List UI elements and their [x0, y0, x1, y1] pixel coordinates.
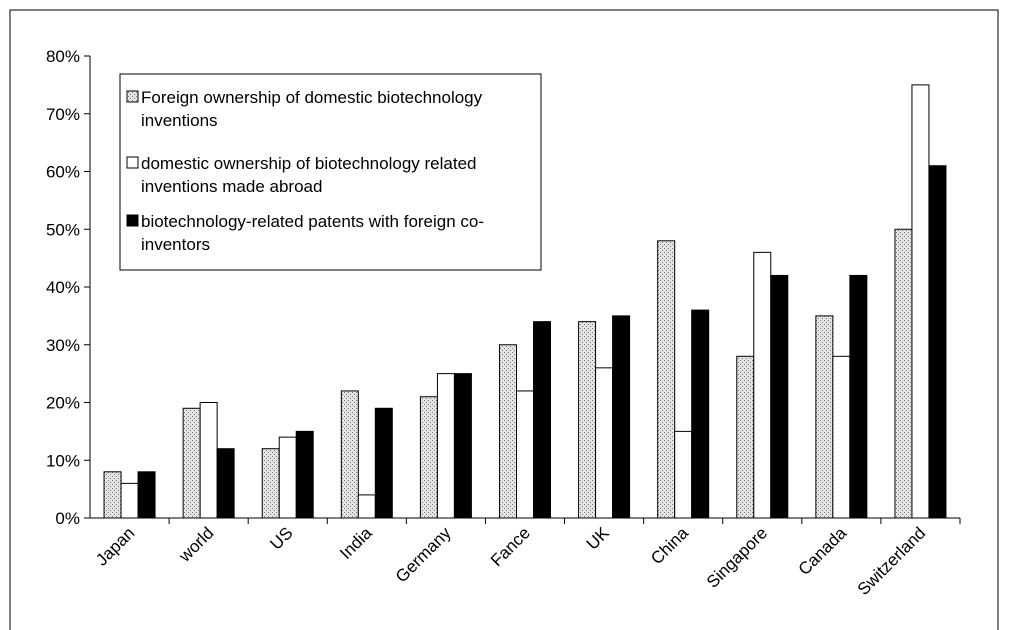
bar [832, 355, 851, 519]
bar [911, 84, 930, 519]
y-tick-label: 10% [46, 451, 80, 470]
bar [499, 344, 517, 519]
y-tick-label: 0% [55, 509, 80, 528]
frame [9, 9, 999, 630]
x-tick-label: Canada [795, 523, 851, 579]
x-tick-label: China [647, 523, 692, 568]
bar [419, 396, 438, 519]
bar [770, 274, 789, 519]
bar [137, 471, 156, 519]
bar [674, 430, 693, 519]
x-tick-label: US [266, 523, 296, 553]
bar [815, 315, 834, 519]
bar [278, 436, 297, 519]
x-tick-label: Switzerland [854, 523, 930, 599]
bar [595, 367, 614, 519]
x-tick-label: world [175, 523, 218, 566]
y-tick-label: 80% [46, 47, 80, 66]
bar [753, 251, 772, 519]
y-tick-label: 40% [46, 278, 80, 297]
legend-label: Foreign ownership of domestic biotechnol… [141, 88, 483, 130]
legend-box [119, 73, 542, 271]
y-tick-label: 20% [46, 394, 80, 413]
bar [453, 373, 472, 519]
bar [199, 402, 218, 519]
bar [691, 309, 710, 519]
bar [120, 482, 139, 519]
x-tick-label: Fance [487, 523, 534, 570]
legend-entry: domestic ownership of biotechnology rela… [141, 154, 477, 196]
bar [928, 165, 947, 519]
bar [357, 494, 376, 519]
bar [436, 373, 455, 519]
bar [261, 448, 280, 519]
bar [216, 448, 235, 519]
legend-swatch [126, 90, 139, 103]
legend-entry: Foreign ownership of domestic biotechnol… [141, 88, 483, 130]
bar [578, 321, 597, 519]
bar [736, 355, 755, 519]
legend-label: domestic ownership of biotechnology rela… [141, 154, 477, 196]
bar [533, 321, 551, 519]
legend-entry: biotechnology-related patents with forei… [141, 212, 485, 254]
x-tick-label: Singapore [703, 523, 771, 591]
y-tick-label: 30% [46, 336, 80, 355]
bar [374, 407, 393, 519]
legend-swatch [126, 214, 139, 227]
bar [657, 240, 676, 519]
bar [894, 228, 913, 519]
bar [516, 390, 534, 519]
bar [340, 390, 359, 519]
bar [182, 407, 201, 519]
y-tick-label: 50% [46, 220, 80, 239]
legend-label: biotechnology-related patents with forei… [141, 212, 485, 254]
legend-swatch [126, 156, 139, 169]
bar [295, 430, 314, 519]
y-tick-label: 60% [46, 163, 80, 182]
bar [849, 274, 868, 519]
bar [612, 315, 631, 519]
x-tick-label: India [336, 523, 376, 563]
x-tick-label: Germany [392, 523, 455, 586]
bar [103, 471, 122, 519]
x-tick-label: Japan [92, 523, 138, 569]
x-tick-label: UK [583, 523, 614, 554]
y-tick-label: 70% [46, 105, 80, 124]
